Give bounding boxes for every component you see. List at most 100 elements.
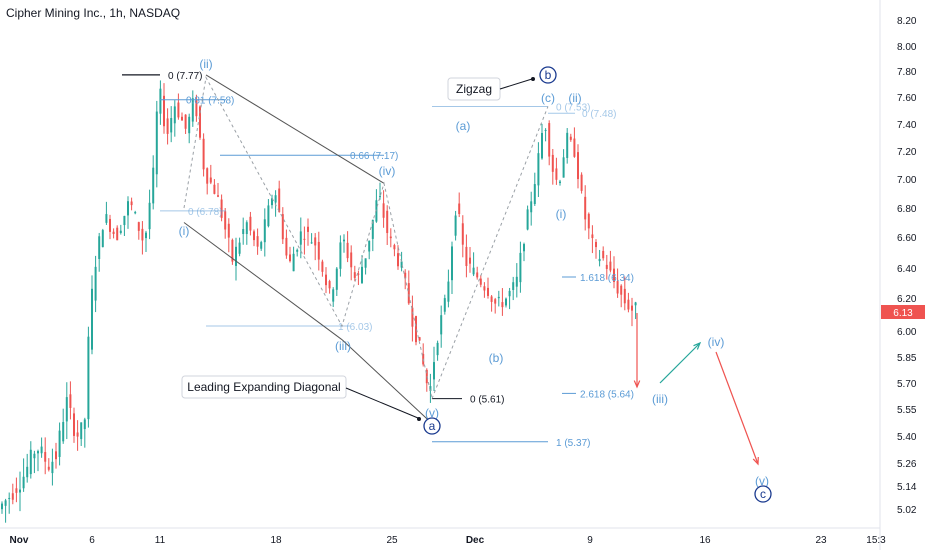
candle-body <box>353 272 356 278</box>
candle-body <box>443 298 446 312</box>
candle-body <box>537 153 540 186</box>
candle-body <box>566 132 569 158</box>
candle-body <box>501 302 504 308</box>
candle-body <box>447 281 450 302</box>
wave-label: (i) <box>556 207 567 221</box>
candle-body <box>436 342 439 356</box>
last-price-label: 6.13 <box>893 308 913 319</box>
candle-body <box>569 136 572 140</box>
candle-body <box>242 229 245 235</box>
wave-label: (c) <box>541 91 555 105</box>
chart-title: Cipher Mining Inc., 1h, NASDAQ <box>6 6 180 20</box>
fib-level-label: 2.618 (5.64) <box>580 389 634 400</box>
candle-body <box>379 196 381 198</box>
candle-body <box>220 199 223 218</box>
candle-body <box>163 95 165 127</box>
candle-body <box>101 230 104 248</box>
candle-body <box>609 261 612 271</box>
wave-label: (i) <box>179 224 190 238</box>
candle-body <box>137 222 140 231</box>
y-tick-label: 7.00 <box>897 175 917 186</box>
candle-body <box>145 232 147 239</box>
candle-body <box>15 488 18 493</box>
candle-body <box>170 118 173 133</box>
candle-body <box>458 203 461 215</box>
candle-body <box>397 253 399 267</box>
x-tick-label: 18 <box>270 535 282 546</box>
candle-body <box>307 226 309 232</box>
candle-body <box>490 296 493 302</box>
candle-body <box>281 214 284 240</box>
candle-body <box>587 213 590 229</box>
x-tick-label: Nov <box>10 535 29 546</box>
candle-body <box>83 419 86 430</box>
wave-label: c <box>760 487 766 501</box>
candle-body <box>173 106 176 124</box>
candle-body <box>155 111 158 175</box>
y-tick-label: 5.02 <box>897 505 917 516</box>
x-tick-label: 16 <box>699 535 711 546</box>
candle-body <box>512 282 515 291</box>
candle-body <box>141 228 144 241</box>
candle-body <box>119 230 122 233</box>
candle-body <box>631 305 633 311</box>
candle-body <box>109 218 111 232</box>
candle-body <box>202 138 205 170</box>
y-tick-label: 5.26 <box>897 459 917 470</box>
candle-body <box>166 118 169 134</box>
candle-body <box>303 238 306 240</box>
x-tick-label: 15:3 <box>866 535 886 546</box>
wave-label: a <box>429 419 436 433</box>
candle-body <box>98 236 101 260</box>
candle-body <box>562 157 565 178</box>
candle-body <box>55 451 57 460</box>
y-tick-label: 8.20 <box>897 16 917 27</box>
candle-body <box>559 181 561 184</box>
candle-body <box>213 184 216 194</box>
candle-body <box>487 287 489 296</box>
fib-level-label: 0 (7.77) <box>168 71 202 82</box>
candle-body <box>112 231 115 235</box>
candle-body <box>274 195 277 203</box>
candle-body <box>461 223 464 245</box>
candle-body <box>505 298 507 306</box>
candle-body <box>94 266 97 301</box>
candle-body <box>429 386 432 391</box>
candle-body <box>332 289 335 302</box>
candle-body <box>105 214 108 223</box>
candle-body <box>159 88 162 114</box>
y-axis: 8.20 8.00 7.80 7.60 7.40 7.20 7.00 6.80 6.60 6.40… <box>897 16 917 516</box>
candle-body <box>357 273 360 275</box>
y-tick-label: 7.60 <box>897 93 917 104</box>
candle-body <box>267 205 270 227</box>
x-tick-label: 11 <box>155 535 166 546</box>
candle-body <box>296 249 299 252</box>
callout-zigzag: Zigzag <box>456 82 492 96</box>
candle-body <box>418 337 421 341</box>
candle-body <box>217 195 219 197</box>
wave-label: (iii) <box>652 392 668 406</box>
fib-level-label: 1 (6.03) <box>338 322 372 333</box>
candle-body <box>386 210 389 234</box>
candle-body <box>400 261 403 268</box>
wave-label: (ii) <box>568 91 581 105</box>
candle-body <box>440 315 443 335</box>
callout-pointer-dot <box>417 417 421 421</box>
candle-body <box>404 272 407 279</box>
fib-level-label: 0.81 (7.58) <box>186 96 234 107</box>
candle-body <box>227 223 230 238</box>
candle-body <box>548 123 551 157</box>
candle-body <box>8 497 11 499</box>
candle-body <box>494 299 497 304</box>
candle-body <box>350 252 353 268</box>
candle-body <box>130 201 133 206</box>
projection-arrow-iv-head <box>693 341 702 350</box>
last-price-badge: 6.13 <box>881 305 925 319</box>
candle-body <box>184 114 187 129</box>
candle-body <box>451 246 453 281</box>
candle-body <box>541 132 543 159</box>
fib-level-label: 0 (6.78) <box>188 207 222 218</box>
candle-body <box>361 266 363 283</box>
candle-body <box>343 239 345 242</box>
